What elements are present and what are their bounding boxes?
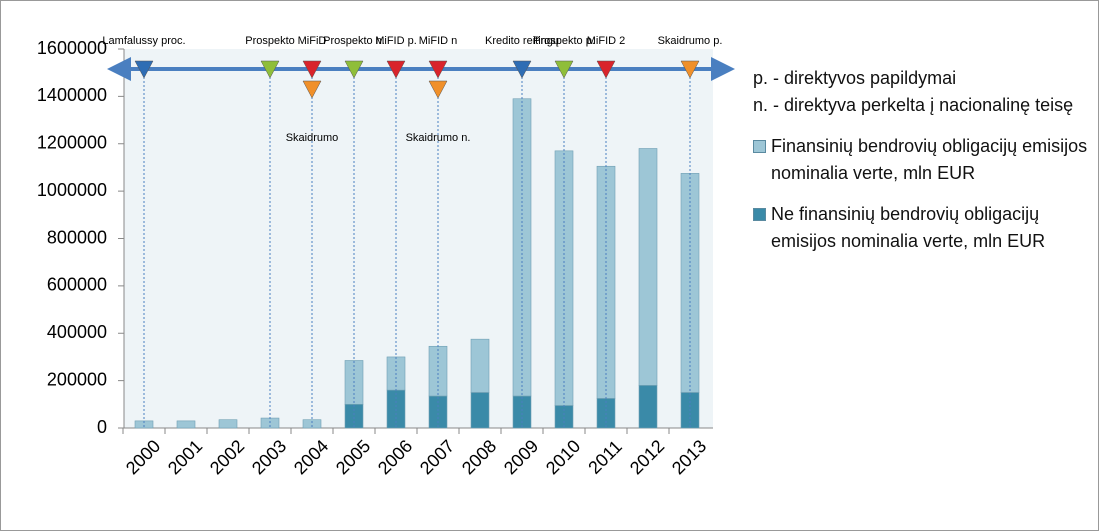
plot-area bbox=[124, 49, 713, 428]
y-tick-label: 1000000 bbox=[37, 180, 107, 200]
bar-segment bbox=[344, 404, 364, 429]
y-tick-label: 1400000 bbox=[37, 85, 107, 105]
x-tick-label: 2010 bbox=[542, 436, 584, 478]
bar-segment bbox=[638, 385, 658, 429]
annotation-label: Skaidrumo p. bbox=[658, 35, 723, 47]
bar-segment bbox=[428, 395, 448, 429]
annotation-label: Lamfalussy proc. bbox=[102, 35, 185, 47]
annotation-label: MiFiD bbox=[298, 35, 327, 47]
annotation-marker bbox=[680, 60, 700, 79]
annotation-label: MiFID p. bbox=[375, 35, 417, 47]
bar-segment bbox=[512, 395, 532, 429]
x-tick-label: 2004 bbox=[290, 436, 332, 478]
x-tick-label: 2000 bbox=[122, 436, 164, 478]
x-tick-label: 2003 bbox=[248, 436, 290, 478]
y-tick-label: 0 bbox=[97, 417, 107, 437]
x-tick-label: 2011 bbox=[584, 436, 626, 478]
annotation-marker bbox=[260, 60, 280, 79]
annotation-marker bbox=[512, 60, 532, 79]
bar-segment bbox=[638, 148, 658, 386]
x-tick-label: 2002 bbox=[206, 436, 248, 478]
annotation-label: Skaidrumo n. bbox=[406, 132, 471, 144]
annotation-label: Skaidrumo bbox=[286, 132, 339, 144]
bar-segment bbox=[302, 419, 322, 429]
annotation-marker bbox=[302, 60, 322, 79]
annotation-label: Kredito reitingų bbox=[485, 35, 559, 47]
x-tick-label: 2012 bbox=[626, 436, 668, 478]
bar-segment bbox=[470, 392, 490, 429]
annotation-label: MiFID 2 bbox=[587, 35, 626, 47]
legend: p. - direktyvos papildymai n. - direktyva… bbox=[753, 65, 1093, 255]
x-tick-label: 2013 bbox=[668, 436, 710, 478]
x-tick-label: 2009 bbox=[500, 436, 542, 478]
y-tick-label: 400000 bbox=[47, 322, 107, 342]
y-tick-label: 200000 bbox=[47, 369, 107, 389]
annotation-marker bbox=[428, 60, 448, 79]
y-tick-label: 600000 bbox=[47, 275, 107, 295]
legend-swatch bbox=[753, 140, 766, 153]
y-tick-label: 1200000 bbox=[37, 133, 107, 153]
annotation-marker bbox=[134, 60, 154, 79]
bar-segment bbox=[218, 419, 238, 429]
annotation-label: MiFID n bbox=[419, 35, 458, 47]
x-tick-label: 2007 bbox=[416, 436, 458, 478]
annotation-label: Prospekto p. bbox=[533, 35, 595, 47]
x-tick-label: 2005 bbox=[332, 436, 374, 478]
bar-segment bbox=[470, 338, 490, 393]
annotation-marker bbox=[302, 80, 322, 99]
legend-entry: Ne finansinių bendrovių obligacijų emisi… bbox=[753, 201, 1093, 255]
x-tick-label: 2006 bbox=[374, 436, 416, 478]
x-tick-label: 2008 bbox=[458, 436, 500, 478]
legend-note: p. - direktyvos papildymai bbox=[753, 68, 957, 88]
legend-label: Ne finansinių bendrovių obligacijų emisi… bbox=[771, 204, 1046, 251]
y-tick-label: 1600000 bbox=[37, 38, 107, 58]
legend-label: Finansinių bendrovių obligacijų emisijos… bbox=[771, 136, 1088, 183]
x-tick-label: 2001 bbox=[164, 436, 206, 478]
legend-entry: Finansinių bendrovių obligacijų emisijos… bbox=[753, 133, 1093, 187]
annotation-label: Prospekto bbox=[245, 35, 295, 47]
annotation-marker bbox=[344, 60, 364, 79]
annotation-marker bbox=[554, 60, 574, 79]
bar-segment bbox=[554, 405, 574, 429]
annotation-marker bbox=[428, 80, 448, 99]
legend-note: n. - direktyva perkelta į nacionalinę te… bbox=[753, 95, 1074, 115]
annotation-marker bbox=[386, 60, 406, 79]
annotation-marker bbox=[596, 60, 616, 79]
bar-segment bbox=[176, 420, 196, 429]
annotation-label: Prospekto n. bbox=[323, 35, 385, 47]
bar-segment bbox=[134, 420, 154, 429]
legend-swatch bbox=[753, 208, 766, 221]
bar-segment bbox=[512, 98, 532, 397]
y-tick-label: 800000 bbox=[47, 227, 107, 247]
